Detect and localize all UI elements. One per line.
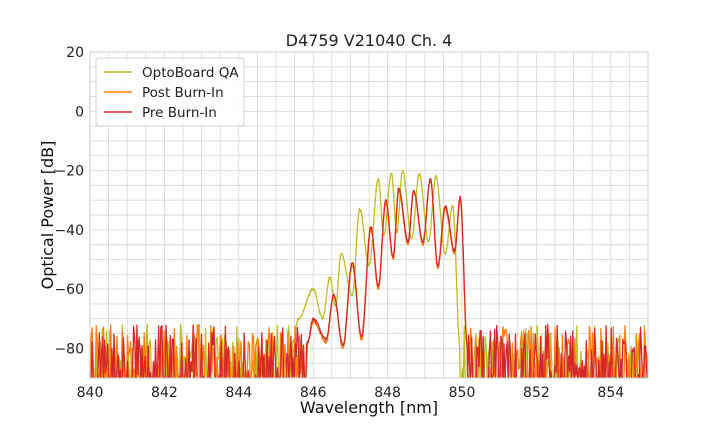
legend-label-post-burn-in: Post Burn-In bbox=[142, 85, 224, 101]
y-tick-label: −60 bbox=[54, 282, 84, 298]
x-tick-label: 848 bbox=[374, 385, 401, 401]
y-tick-label: −40 bbox=[54, 223, 84, 239]
x-tick-label: 850 bbox=[449, 385, 476, 401]
y-axis-label: Optical Power [dB] bbox=[38, 141, 57, 290]
legend-box bbox=[95, 57, 245, 127]
x-tick-label: 840 bbox=[77, 385, 104, 401]
series-line-pre-burn-in bbox=[90, 178, 648, 378]
y-tick-label: −20 bbox=[54, 164, 84, 180]
series-layer bbox=[90, 170, 648, 378]
legend: OptoBoard QA Post Burn-In Pre Burn-In bbox=[95, 57, 245, 127]
tick-labels: 840 842 844 846 848 850 852 854 20 0 −20 −40 −60 −80 bbox=[54, 45, 624, 401]
x-tick-label: 852 bbox=[523, 385, 550, 401]
x-tick-label: 844 bbox=[225, 385, 252, 401]
x-tick-label: 854 bbox=[597, 385, 624, 401]
y-tick-label: 20 bbox=[66, 45, 84, 61]
legend-label-optoboard-qa: OptoBoard QA bbox=[142, 65, 239, 81]
x-tick-label: 842 bbox=[151, 385, 178, 401]
chart-title: D4759 V21040 Ch. 4 bbox=[286, 31, 453, 50]
y-tick-label: −80 bbox=[54, 341, 84, 357]
x-tick-label: 846 bbox=[300, 385, 327, 401]
legend-label-pre-burn-in: Pre Burn-In bbox=[142, 105, 217, 121]
x-axis-label: Wavelength [nm] bbox=[300, 398, 438, 417]
y-tick-label: 0 bbox=[75, 104, 84, 120]
plot-frame bbox=[89, 51, 649, 379]
